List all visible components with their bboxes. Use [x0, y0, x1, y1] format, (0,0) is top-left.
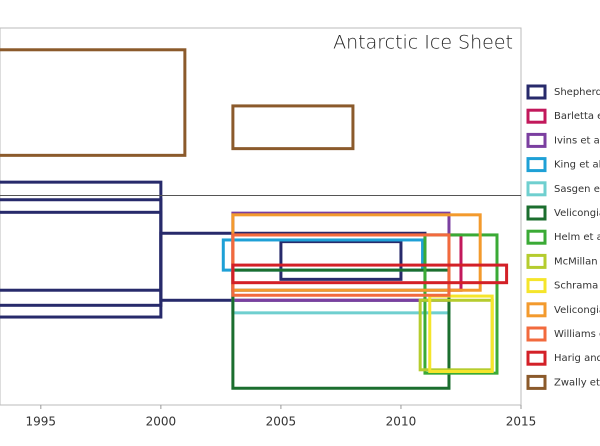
legend-label: Helm et a	[554, 232, 600, 243]
legend-label: McMillan	[554, 256, 598, 267]
legend-swatch	[526, 157, 547, 173]
legend-swatch	[526, 253, 547, 269]
legend-swatch	[526, 132, 547, 148]
legend-label: King et al.	[554, 160, 600, 171]
legend-swatch	[526, 374, 547, 390]
x-tick-label: 1995	[26, 415, 57, 429]
legend-label: Harig and	[554, 353, 600, 364]
legend-swatch	[526, 205, 547, 221]
range-box	[423, 233, 499, 375]
legend-label: Velicongia	[554, 208, 600, 219]
chart-title: Antarctic Ice Sheet	[333, 32, 513, 54]
legend: Shepherd Barletta e Ivins et al. King et al…	[526, 84, 600, 390]
legend-swatch	[526, 181, 547, 197]
plot-frame	[0, 27, 522, 406]
legend-swatch	[526, 84, 547, 100]
range-box	[231, 104, 355, 151]
legend-swatch	[526, 278, 547, 294]
range-box	[231, 263, 509, 285]
legend-swatch	[526, 108, 547, 124]
x-tick-label: 2015	[506, 415, 537, 429]
legend-label: Schrama e	[554, 281, 600, 292]
axes: 1995 2000 2005 2010 2015	[0, 195, 537, 429]
x-tick-label: 2000	[146, 415, 177, 429]
legend-swatch	[526, 229, 547, 245]
legend-label: Zwally et	[554, 377, 600, 388]
range-box	[231, 268, 451, 390]
legend-swatch	[526, 326, 547, 342]
range-box	[428, 294, 494, 373]
legend-label: Shepherd	[554, 87, 600, 98]
legend-label: Williams e	[554, 329, 600, 340]
x-tick-label: 2010	[386, 415, 417, 429]
legend-label: Velicongia	[554, 305, 600, 316]
range-box	[0, 48, 187, 157]
x-tick-label: 2005	[266, 415, 297, 429]
legend-swatch	[526, 350, 547, 366]
legend-label: Ivins et al.	[554, 135, 600, 146]
legend-label: Barletta e	[554, 111, 600, 122]
range-box	[279, 240, 403, 281]
plot-area	[0, 48, 509, 390]
legend-label: Sasgen et	[554, 184, 600, 195]
legend-swatch	[526, 302, 547, 318]
